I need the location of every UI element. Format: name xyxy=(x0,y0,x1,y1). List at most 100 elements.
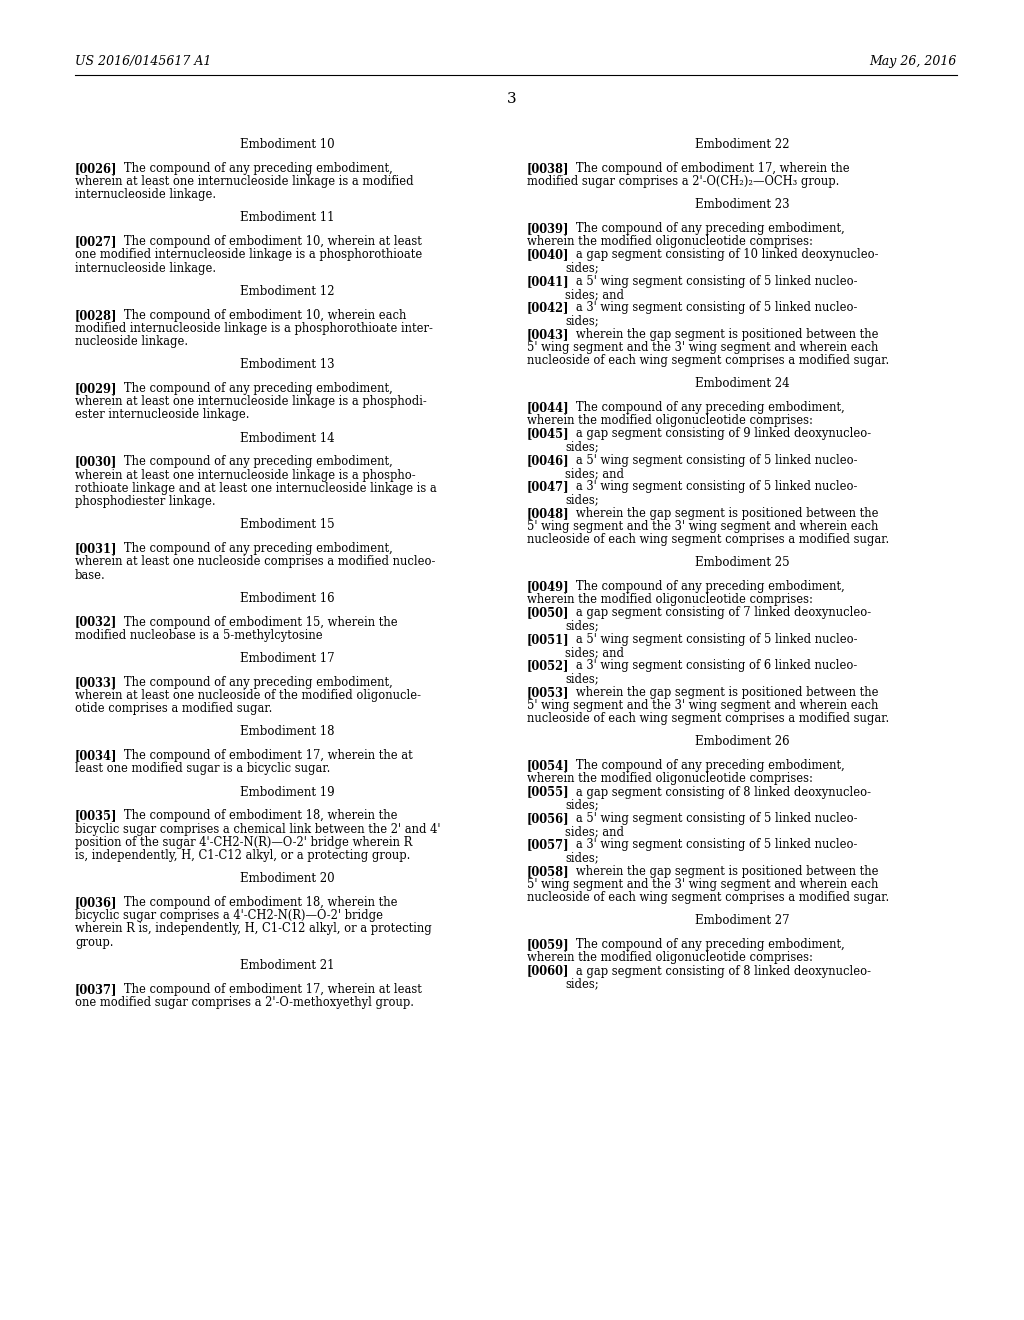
Text: wherein R is, independently, H, C1-C12 alkyl, or a protecting: wherein R is, independently, H, C1-C12 a… xyxy=(75,923,432,936)
Text: Embodiment 18: Embodiment 18 xyxy=(241,726,335,738)
Text: Embodiment 11: Embodiment 11 xyxy=(241,211,335,224)
Text: 5' wing segment and the 3' wing segment and wherein each: 5' wing segment and the 3' wing segment … xyxy=(527,341,879,354)
Text: ester internucleoside linkage.: ester internucleoside linkage. xyxy=(75,408,250,421)
Text: [0029]: [0029] xyxy=(75,381,118,395)
Text: a 5' wing segment consisting of 5 linked nucleo-: a 5' wing segment consisting of 5 linked… xyxy=(565,275,857,288)
Text: wherein the gap segment is positioned between the: wherein the gap segment is positioned be… xyxy=(565,685,879,698)
Text: The compound of any preceding embodiment,: The compound of any preceding embodiment… xyxy=(113,381,393,395)
Text: The compound of any preceding embodiment,: The compound of any preceding embodiment… xyxy=(565,222,845,235)
Text: sides; and: sides; and xyxy=(565,288,624,301)
Text: [0051]: [0051] xyxy=(527,632,569,645)
Text: sides;: sides; xyxy=(565,978,599,991)
Text: wherein the gap segment is positioned between the: wherein the gap segment is positioned be… xyxy=(565,507,879,520)
Text: a 5' wing segment consisting of 5 linked nucleo-: a 5' wing segment consisting of 5 linked… xyxy=(565,812,857,825)
Text: [0049]: [0049] xyxy=(527,579,569,593)
Text: position of the sugar 4'-CH2-N(R)—O-2' bridge wherein R: position of the sugar 4'-CH2-N(R)—O-2' b… xyxy=(75,836,413,849)
Text: wherein the modified oligonucleotide comprises:: wherein the modified oligonucleotide com… xyxy=(527,414,813,428)
Text: 5' wing segment and the 3' wing segment and wherein each: 5' wing segment and the 3' wing segment … xyxy=(527,520,879,533)
Text: Embodiment 16: Embodiment 16 xyxy=(241,591,335,605)
Text: 3: 3 xyxy=(507,92,517,106)
Text: 5' wing segment and the 3' wing segment and wherein each: 5' wing segment and the 3' wing segment … xyxy=(527,878,879,891)
Text: [0027]: [0027] xyxy=(75,235,118,248)
Text: nucleoside of each wing segment comprises a modified sugar.: nucleoside of each wing segment comprise… xyxy=(527,711,889,725)
Text: The compound of any preceding embodiment,: The compound of any preceding embodiment… xyxy=(113,162,393,174)
Text: [0045]: [0045] xyxy=(527,428,569,441)
Text: [0048]: [0048] xyxy=(527,507,569,520)
Text: is, independently, H, C1-C12 alkyl, or a protecting group.: is, independently, H, C1-C12 alkyl, or a… xyxy=(75,849,411,862)
Text: a gap segment consisting of 8 linked deoxynucleo-: a gap segment consisting of 8 linked deo… xyxy=(565,785,871,799)
Text: [0054]: [0054] xyxy=(527,759,569,772)
Text: bicyclic sugar comprises a 4'-CH2-N(R)—O-2' bridge: bicyclic sugar comprises a 4'-CH2-N(R)—O… xyxy=(75,909,383,923)
Text: Embodiment 15: Embodiment 15 xyxy=(241,519,335,531)
Text: [0034]: [0034] xyxy=(75,750,118,762)
Text: [0036]: [0036] xyxy=(75,896,118,909)
Text: sides;: sides; xyxy=(565,851,599,865)
Text: The compound of embodiment 15, wherein the: The compound of embodiment 15, wherein t… xyxy=(113,615,397,628)
Text: [0030]: [0030] xyxy=(75,455,118,469)
Text: [0041]: [0041] xyxy=(527,275,569,288)
Text: The compound of embodiment 18, wherein the: The compound of embodiment 18, wherein t… xyxy=(113,896,397,909)
Text: wherein at least one nucleoside comprises a modified nucleo-: wherein at least one nucleoside comprise… xyxy=(75,556,435,569)
Text: The compound of embodiment 10, wherein each: The compound of embodiment 10, wherein e… xyxy=(113,309,407,322)
Text: wherein at least one internucleoside linkage is a modified: wherein at least one internucleoside lin… xyxy=(75,176,414,187)
Text: wherein the gap segment is positioned between the: wherein the gap segment is positioned be… xyxy=(565,327,879,341)
Text: [0053]: [0053] xyxy=(527,685,569,698)
Text: [0026]: [0026] xyxy=(75,162,118,174)
Text: wherein at least one internucleoside linkage is a phospho-: wherein at least one internucleoside lin… xyxy=(75,469,416,482)
Text: Embodiment 27: Embodiment 27 xyxy=(694,915,790,928)
Text: The compound of any preceding embodiment,: The compound of any preceding embodiment… xyxy=(565,401,845,414)
Text: [0028]: [0028] xyxy=(75,309,118,322)
Text: May 26, 2016: May 26, 2016 xyxy=(869,55,957,69)
Text: [0040]: [0040] xyxy=(527,248,569,261)
Text: [0060]: [0060] xyxy=(527,965,569,978)
Text: Embodiment 10: Embodiment 10 xyxy=(241,139,335,150)
Text: The compound of any preceding embodiment,: The compound of any preceding embodiment… xyxy=(113,455,393,469)
Text: The compound of any preceding embodiment,: The compound of any preceding embodiment… xyxy=(113,676,393,689)
Text: sides; and: sides; and xyxy=(565,645,624,659)
Text: base.: base. xyxy=(75,569,105,582)
Text: group.: group. xyxy=(75,936,114,949)
Text: internucleoside linkage.: internucleoside linkage. xyxy=(75,261,216,275)
Text: nucleoside of each wing segment comprises a modified sugar.: nucleoside of each wing segment comprise… xyxy=(527,533,889,546)
Text: Embodiment 23: Embodiment 23 xyxy=(694,198,790,211)
Text: sides;: sides; xyxy=(565,314,599,327)
Text: bicyclic sugar comprises a chemical link between the 2' and 4': bicyclic sugar comprises a chemical link… xyxy=(75,822,440,836)
Text: 5' wing segment and the 3' wing segment and wherein each: 5' wing segment and the 3' wing segment … xyxy=(527,698,879,711)
Text: [0031]: [0031] xyxy=(75,543,118,556)
Text: least one modified sugar is a bicyclic sugar.: least one modified sugar is a bicyclic s… xyxy=(75,763,331,775)
Text: sides;: sides; xyxy=(565,799,599,812)
Text: [0046]: [0046] xyxy=(527,454,569,467)
Text: [0047]: [0047] xyxy=(527,480,569,494)
Text: sides; and: sides; and xyxy=(565,467,624,480)
Text: sides;: sides; xyxy=(565,494,599,507)
Text: a gap segment consisting of 9 linked deoxynucleo-: a gap segment consisting of 9 linked deo… xyxy=(565,428,871,441)
Text: a 3' wing segment consisting of 5 linked nucleo-: a 3' wing segment consisting of 5 linked… xyxy=(565,301,857,314)
Text: Embodiment 25: Embodiment 25 xyxy=(694,556,790,569)
Text: nucleoside linkage.: nucleoside linkage. xyxy=(75,335,188,348)
Text: [0052]: [0052] xyxy=(527,659,569,672)
Text: wherein at least one nucleoside of the modified oligonucle-: wherein at least one nucleoside of the m… xyxy=(75,689,421,702)
Text: nucleoside of each wing segment comprises a modified sugar.: nucleoside of each wing segment comprise… xyxy=(527,891,889,904)
Text: nucleoside of each wing segment comprises a modified sugar.: nucleoside of each wing segment comprise… xyxy=(527,354,889,367)
Text: sides;: sides; xyxy=(565,441,599,454)
Text: The compound of embodiment 10, wherein at least: The compound of embodiment 10, wherein a… xyxy=(113,235,422,248)
Text: The compound of embodiment 17, wherein the: The compound of embodiment 17, wherein t… xyxy=(565,162,850,174)
Text: [0032]: [0032] xyxy=(75,615,118,628)
Text: a gap segment consisting of 10 linked deoxynucleo-: a gap segment consisting of 10 linked de… xyxy=(565,248,879,261)
Text: otide comprises a modified sugar.: otide comprises a modified sugar. xyxy=(75,702,272,715)
Text: one modified sugar comprises a 2'-O-methoxyethyl group.: one modified sugar comprises a 2'-O-meth… xyxy=(75,995,414,1008)
Text: The compound of any preceding embodiment,: The compound of any preceding embodiment… xyxy=(113,543,393,556)
Text: a 5' wing segment consisting of 5 linked nucleo-: a 5' wing segment consisting of 5 linked… xyxy=(565,632,857,645)
Text: [0056]: [0056] xyxy=(527,812,569,825)
Text: wherein the modified oligonucleotide comprises:: wherein the modified oligonucleotide com… xyxy=(527,235,813,248)
Text: The compound of embodiment 17, wherein at least: The compound of embodiment 17, wherein a… xyxy=(113,982,422,995)
Text: a 3' wing segment consisting of 5 linked nucleo-: a 3' wing segment consisting of 5 linked… xyxy=(565,480,857,494)
Text: The compound of any preceding embodiment,: The compound of any preceding embodiment… xyxy=(565,579,845,593)
Text: internucleoside linkage.: internucleoside linkage. xyxy=(75,189,216,201)
Text: wherein the modified oligonucleotide comprises:: wherein the modified oligonucleotide com… xyxy=(527,772,813,785)
Text: sides;: sides; xyxy=(565,261,599,275)
Text: [0058]: [0058] xyxy=(527,865,569,878)
Text: [0038]: [0038] xyxy=(527,162,569,174)
Text: Embodiment 24: Embodiment 24 xyxy=(694,378,790,391)
Text: Embodiment 26: Embodiment 26 xyxy=(694,735,790,748)
